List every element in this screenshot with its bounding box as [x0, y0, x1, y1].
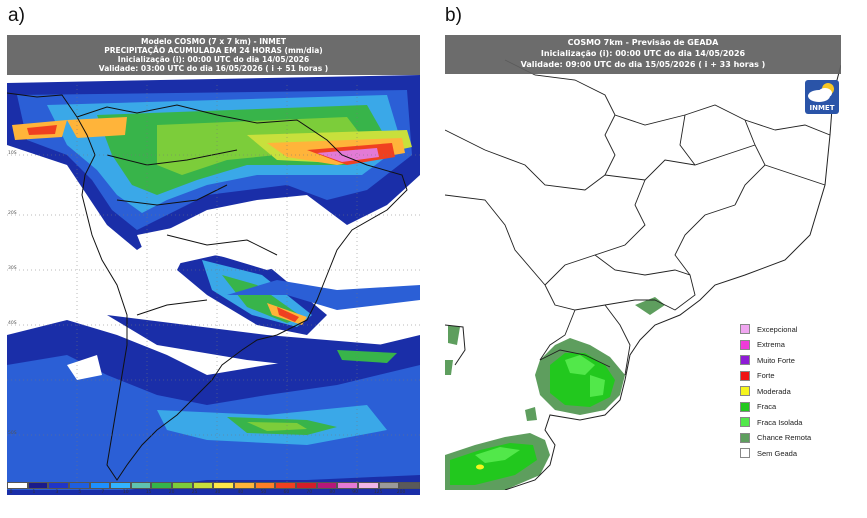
- colorbar-cell: [295, 482, 317, 489]
- colorbar-cell: [89, 482, 111, 489]
- colorbar-tick-label: 125: [373, 490, 383, 495]
- lat-label-40s: 40S: [8, 321, 17, 326]
- lat-label-10s: 10S: [8, 151, 17, 156]
- precipitation-colorbar: [7, 482, 420, 489]
- lat-label-20s: 20S: [8, 211, 17, 216]
- weather-cloud-icon: [808, 83, 834, 102]
- colorbar-tick-label: 70: [306, 490, 313, 495]
- title-line-init: Inicialização (i): 00:00 UTC do dia 14/0…: [117, 55, 310, 64]
- colorbar-tick-label: 15: [145, 490, 152, 495]
- colorbar-tick-label: 80: [329, 490, 336, 495]
- colorbar-cell: [378, 482, 400, 489]
- colorbar-tick-label: 20: [168, 490, 175, 495]
- colorbar-tick-label: 30: [214, 490, 221, 495]
- frost-map-title: COSMO 7km - Previsão de GEADA Inicializa…: [445, 35, 841, 74]
- panel-b-letter: b): [445, 5, 462, 26]
- lat-label-50s: 50S: [8, 431, 17, 436]
- precipitation-map-panel: Modelo COSMO (7 x 7 km) - INMET PRECIPIT…: [7, 35, 420, 495]
- frost-field: [445, 297, 665, 490]
- legend-label: Moderada: [757, 386, 791, 396]
- precipitation-field: [7, 75, 420, 495]
- colorbar-cell: [234, 482, 255, 489]
- colorbar-cell: [192, 482, 214, 489]
- colorbar-tick-label: 60: [283, 490, 290, 495]
- legend-label: Forte: [757, 371, 775, 380]
- colorbar-cell: [254, 482, 276, 489]
- colorbar-cell: [48, 482, 69, 489]
- colorbar-tick-label: 0: [9, 490, 13, 495]
- title-line-model: Modelo COSMO (7 x 7 km) - INMET: [140, 37, 286, 46]
- legend-item: Excepcional: [740, 323, 797, 335]
- frost-map-panel: COSMO 7km - Previsão de GEADA Inicializa…: [445, 35, 841, 490]
- graticule: [7, 85, 420, 485]
- colorbar-tick-label: 1: [32, 490, 36, 495]
- colorbar-tick-label: 25: [191, 490, 198, 495]
- colorbar-cell: [337, 482, 358, 489]
- colorbar-cell: [7, 482, 28, 489]
- legend-label: Fraca Isolada: [757, 417, 803, 427]
- colorbar-cell: [357, 482, 379, 489]
- title-line-init-b: Inicialização (i): 00:00 UTC do dia 14/0…: [540, 49, 746, 58]
- lat-label-30s: 30S: [8, 266, 17, 271]
- legend-swatch: [740, 432, 750, 443]
- colorbar-tick-label: 50: [260, 490, 267, 495]
- legend-item: Extrema: [740, 339, 785, 351]
- legend-label: Sem Geada: [757, 448, 798, 458]
- inmet-logo: INMET: [805, 80, 839, 114]
- legend-item: Sem Geada: [740, 447, 797, 459]
- legend-swatch: [740, 417, 750, 427]
- legend-label: Extrema: [757, 340, 785, 349]
- frost-legend: Excepcional Extrema Muito Forte Forte Modera…: [740, 323, 840, 463]
- legend-swatch: [740, 401, 750, 412]
- legend-swatch: [740, 386, 750, 396]
- panel-a-letter: a): [8, 5, 25, 26]
- legend-item: Fraca Isolada: [740, 416, 802, 428]
- colorbar-cell: [68, 482, 90, 489]
- colorbar-tick-label: 3: [55, 490, 59, 495]
- legend-label: Muito Forte: [757, 355, 795, 365]
- legend-item: Muito Forte: [740, 354, 795, 366]
- coastline: [445, 64, 841, 490]
- colorbar-cell: [151, 482, 173, 489]
- colorbar-tick-label: 5: [78, 490, 82, 495]
- colorbar-tick-label: 90: [352, 490, 359, 495]
- legend-item: Chance Remota: [740, 432, 811, 444]
- colorbar-cell: [399, 482, 420, 489]
- title-line-product-b: COSMO 7km - Previsão de GEADA: [567, 38, 719, 47]
- legend-swatch: [740, 324, 750, 334]
- title-line-valid: Validade: 03:00 UTC do dia 16/05/2026 ( …: [98, 64, 329, 73]
- legend-swatch: [740, 355, 750, 365]
- legend-swatch: [740, 370, 750, 381]
- colorbar-cell: [172, 482, 193, 489]
- colorbar-tick-label: 200: [396, 490, 406, 495]
- colorbar-cell: [130, 482, 152, 489]
- legend-label: Excepcional: [757, 324, 798, 334]
- borders: [445, 59, 831, 376]
- precipitation-map-title: Modelo COSMO (7 x 7 km) - INMET PRECIPIT…: [7, 35, 420, 75]
- colorbar-cell: [110, 482, 131, 489]
- colorbar-cell: [27, 482, 49, 489]
- colorbar-cell: [213, 482, 235, 489]
- inmet-logo-text: INMET: [809, 104, 835, 112]
- precipitation-map: [7, 35, 420, 495]
- coastlines: [7, 92, 408, 481]
- title-line-valid-b: Validade: 09:00 UTC do dia 15/05/2026 ( …: [520, 60, 766, 69]
- colorbar-cell: [275, 482, 296, 489]
- precipitation-colorbar-ticks: 0 1 3 5 7 10 15 20 25 30 40 50 60 70 80 90 125 200: [7, 490, 420, 496]
- legend-item: Forte: [740, 370, 775, 382]
- legend-label: Fraca: [757, 402, 777, 411]
- colorbar-tick-label: 7: [101, 490, 105, 495]
- title-line-product: PRECIPITAÇÃO ACUMULADA EM 24 HORAS (mm/d…: [104, 46, 323, 55]
- frost-map: [445, 35, 841, 490]
- legend-item: Moderada: [740, 385, 791, 397]
- legend-swatch: [740, 448, 750, 458]
- legend-item: Fraca: [740, 401, 776, 413]
- colorbar-tick-label: 10: [122, 490, 129, 495]
- colorbar-cell: [316, 482, 338, 489]
- legend-label: Chance Remota: [757, 433, 812, 442]
- legend-swatch: [740, 339, 750, 350]
- colorbar-tick-label: 40: [237, 490, 244, 495]
